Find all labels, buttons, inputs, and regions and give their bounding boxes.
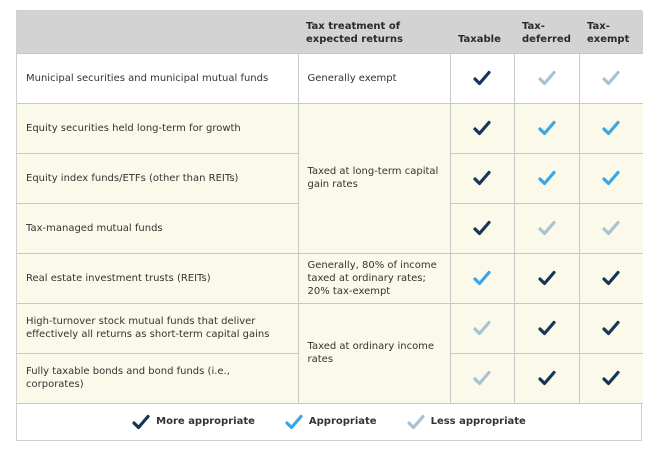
investment-label: Real estate investment trusts (REITs) [17, 252, 299, 304]
tax-placement-table: Tax treatment of expected returns Taxabl… [16, 10, 643, 441]
more-check-icon [449, 152, 515, 204]
table-row: Tax-managed mutual funds [17, 202, 643, 254]
appropriate-check-icon [513, 152, 580, 204]
legend-item: Less appropriate [406, 414, 526, 430]
investment-label: Tax-managed mutual funds [17, 202, 299, 254]
less-check-icon [406, 414, 425, 430]
table-row: Real estate investment trusts (REITs) Gen… [17, 252, 643, 304]
more-check-icon [578, 252, 643, 304]
table-row: Municipal securities and municipal mutua… [17, 52, 643, 104]
legend-label: More appropriate [156, 416, 255, 427]
header-tax-treatment: Tax treatment of expected returns [298, 11, 450, 53]
less-check-icon [578, 52, 643, 104]
tax-treatment: Generally exempt [297, 52, 451, 104]
table-row: Equity securities held long-term for gro… [17, 102, 643, 254]
more-check-icon [513, 252, 580, 304]
more-check-icon [578, 302, 643, 354]
header-investment [17, 11, 298, 53]
tax-treatment: Generally, 80% of income taxed at ordina… [297, 252, 451, 304]
more-check-icon [513, 302, 580, 354]
investment-label: Equity securities held long-term for gro… [17, 102, 299, 154]
table-row: High-turnover stock mutual funds that de… [17, 302, 643, 404]
appropriate-check-icon [513, 102, 580, 154]
legend-item: Appropriate [285, 414, 377, 430]
more-check-icon [132, 414, 150, 430]
header-tax-exempt: Tax-exempt [579, 11, 643, 53]
table-row: Fully taxable bonds and bond funds (i.e.… [17, 352, 643, 404]
less-check-icon [449, 352, 515, 404]
tax-treatment: Taxed at long-term capital gain rates [297, 102, 451, 254]
more-check-icon [578, 352, 643, 404]
investment-label: Fully taxable bonds and bond funds (i.e.… [17, 352, 299, 404]
legend-label: Less appropriate [430, 416, 526, 427]
less-check-icon [513, 52, 580, 104]
more-check-icon [449, 202, 515, 254]
more-check-icon [449, 52, 515, 104]
more-check-icon [513, 352, 580, 404]
table-row: Equity index funds/ETFs (other than REIT… [17, 152, 643, 204]
investment-label: Municipal securities and municipal mutua… [17, 52, 299, 104]
appropriate-check-icon [578, 102, 643, 154]
less-check-icon [513, 202, 580, 254]
less-check-icon [578, 202, 643, 254]
appropriate-check-icon [285, 414, 303, 430]
investment-label: Equity index funds/ETFs (other than REIT… [17, 152, 299, 204]
tax-treatment: Taxed at ordinary income rates [297, 302, 451, 404]
header-tax-deferred: Tax-deferred [514, 11, 579, 53]
investment-label: High-turnover stock mutual funds that de… [17, 302, 299, 354]
legend: More appropriate Appropriate Less appropri… [17, 404, 641, 440]
appropriate-check-icon [449, 252, 515, 304]
legend-label: Appropriate [308, 416, 377, 427]
less-check-icon [449, 302, 515, 354]
appropriate-check-icon [578, 152, 643, 204]
legend-item: More appropriate [132, 414, 255, 430]
header-taxable: Taxable [450, 11, 514, 53]
more-check-icon [449, 102, 515, 154]
